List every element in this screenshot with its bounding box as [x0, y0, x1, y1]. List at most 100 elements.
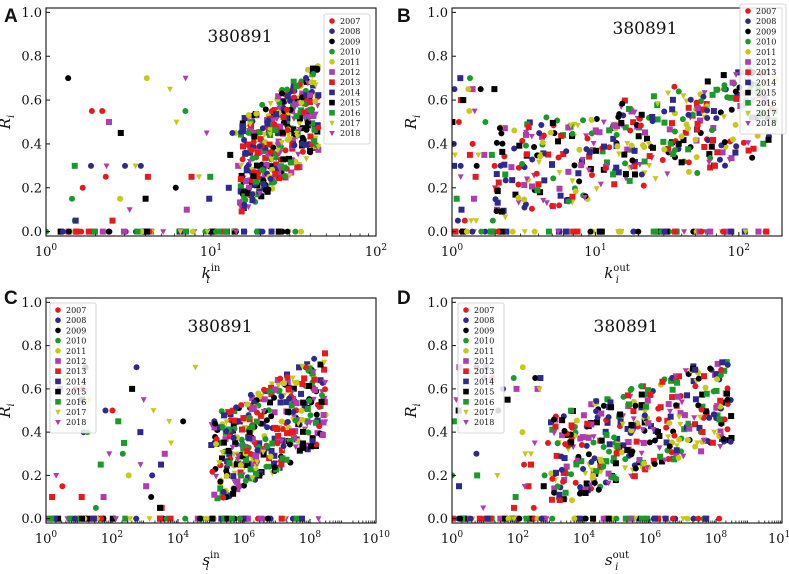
data-point — [499, 148, 506, 155]
data-point — [628, 164, 635, 171]
data-point — [694, 170, 701, 177]
data-point — [680, 516, 687, 522]
data-point — [637, 122, 644, 129]
data-point — [722, 162, 729, 169]
data-point — [614, 435, 621, 442]
data-point — [625, 401, 632, 408]
data-point — [593, 468, 600, 475]
x-axis-label: kout i — [604, 263, 630, 286]
node-id-annotation: 380891 — [188, 317, 253, 337]
data-point — [304, 66, 311, 73]
node-id-annotation: 380891 — [613, 19, 678, 39]
data-point — [204, 229, 211, 235]
data-point — [228, 515, 235, 522]
data-point — [253, 463, 260, 470]
legend-marker — [745, 69, 751, 75]
data-point — [318, 392, 325, 399]
legend-label: 2010 — [340, 48, 360, 57]
data-point — [183, 228, 190, 235]
data-point — [281, 164, 288, 171]
data-point — [143, 483, 150, 490]
data-point — [246, 158, 253, 165]
x-tick-label: 104 — [167, 530, 190, 547]
data-point — [641, 158, 648, 165]
data-point — [259, 228, 266, 235]
legend-item: 2012 — [55, 357, 86, 366]
data-point — [298, 515, 305, 522]
data-point — [716, 515, 723, 522]
data-point — [512, 494, 519, 501]
data-point — [556, 497, 563, 504]
data-point — [260, 409, 267, 415]
data-point — [261, 386, 268, 393]
data-point — [647, 391, 654, 398]
legend-item: 2008 — [745, 17, 776, 26]
data-point — [180, 418, 187, 425]
legend-item: 2008 — [329, 27, 360, 36]
data-point — [714, 360, 721, 367]
data-point — [733, 95, 740, 102]
data-point — [234, 486, 241, 493]
data-point — [516, 142, 523, 149]
data-point — [619, 421, 626, 428]
data-point — [553, 452, 560, 459]
legend-label: 2014 — [756, 78, 776, 87]
data-point — [638, 111, 645, 118]
legend-label: 2011 — [340, 58, 360, 67]
data-point — [98, 515, 105, 522]
data-point — [698, 406, 705, 413]
data-point — [307, 412, 314, 419]
data-point — [707, 365, 714, 372]
data-point — [667, 140, 674, 147]
data-point — [299, 363, 306, 370]
data-point — [580, 412, 587, 419]
data-point — [300, 109, 307, 116]
data-point — [649, 113, 656, 120]
data-point — [244, 448, 251, 455]
data-point — [574, 228, 581, 235]
data-point — [271, 394, 278, 401]
data-point — [253, 418, 260, 425]
legend-item: 2015 — [329, 99, 360, 108]
data-point — [673, 451, 680, 458]
data-point — [92, 504, 99, 511]
data-point — [458, 228, 465, 235]
data-point — [452, 119, 456, 125]
data-point — [700, 437, 707, 444]
panel-letter: A — [4, 6, 18, 27]
data-point — [554, 440, 561, 447]
data-point — [665, 434, 672, 441]
data-point — [580, 117, 587, 124]
data-point — [704, 137, 711, 144]
data-point — [618, 119, 625, 126]
data-point — [713, 371, 720, 378]
scatter-points — [46, 350, 329, 522]
data-point — [232, 439, 239, 446]
data-point — [547, 129, 554, 136]
x-tick-label: 108 — [705, 530, 728, 547]
data-point — [273, 111, 280, 118]
legend-label: 2012 — [474, 357, 494, 366]
data-point — [694, 126, 701, 133]
data-point — [299, 148, 306, 155]
data-point — [550, 175, 557, 182]
data-point — [724, 385, 731, 392]
data-point — [262, 144, 269, 151]
data-point — [613, 515, 620, 522]
data-point — [224, 515, 231, 522]
legend-item: 2012 — [329, 68, 360, 77]
data-point — [639, 427, 646, 433]
data-point — [293, 400, 300, 407]
data-point — [540, 132, 547, 139]
data-point — [709, 127, 716, 134]
data-point — [608, 404, 615, 411]
data-point — [291, 380, 298, 386]
legend-label: 2013 — [474, 367, 494, 376]
data-point — [630, 416, 637, 423]
data-point — [530, 504, 537, 511]
y-tick-label: 0.6 — [21, 94, 42, 109]
legend-marker — [463, 348, 469, 354]
data-point — [286, 395, 293, 402]
